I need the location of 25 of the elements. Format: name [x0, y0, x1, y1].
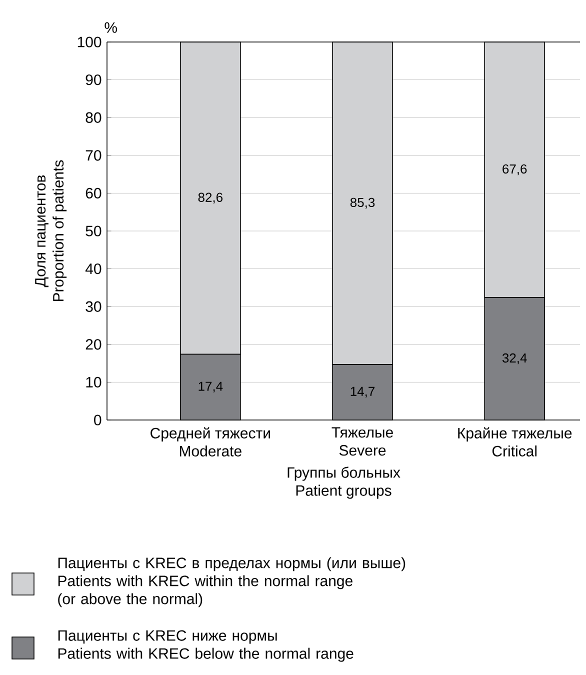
text: %: [104, 22, 117, 33]
y-tick-label: 80: [86, 112, 102, 123]
y-tick-label: 20: [86, 339, 102, 350]
data-label: 17,4: [198, 382, 223, 392]
legend-label: Пациенты с KREC ниже нормы Patients with KREC below the normal range: [58, 630, 354, 662]
legend-label: Пациенты с KREC в пределах нормы (или выше) Patients with KREC within the normal range (or above the normal): [58, 557, 406, 608]
y-tick-label: 30: [86, 301, 102, 312]
y-tick-label: 70: [86, 150, 102, 161]
data-label: 67,6: [502, 164, 527, 176]
data-label: 14,7: [350, 386, 375, 398]
x-tick-label: Крайне тяжелые Critical: [458, 427, 572, 456]
x-axis-title: Группы больных Patient groups: [288, 466, 400, 499]
x-tick-label: Тяжелые Severe: [332, 427, 393, 456]
y-tick-label: 50: [86, 226, 102, 236]
x-tick-label: Средней тяжести Moderate: [150, 427, 270, 456]
y-tick-label: 60: [86, 188, 102, 198]
y-tick-label: 40: [85, 263, 102, 274]
data-label: 85,3: [350, 198, 375, 209]
y-tick-label: 90: [86, 74, 102, 86]
data-label: 32,4: [502, 353, 527, 364]
y-tick-label: 0: [94, 414, 102, 426]
y-tick-label: 100: [78, 36, 102, 48]
y-tick-label: 10: [86, 376, 102, 388]
y-axis-title: Доля пациентов Proportion of patients: [35, 160, 67, 302]
data-label: 82,6: [198, 192, 222, 204]
